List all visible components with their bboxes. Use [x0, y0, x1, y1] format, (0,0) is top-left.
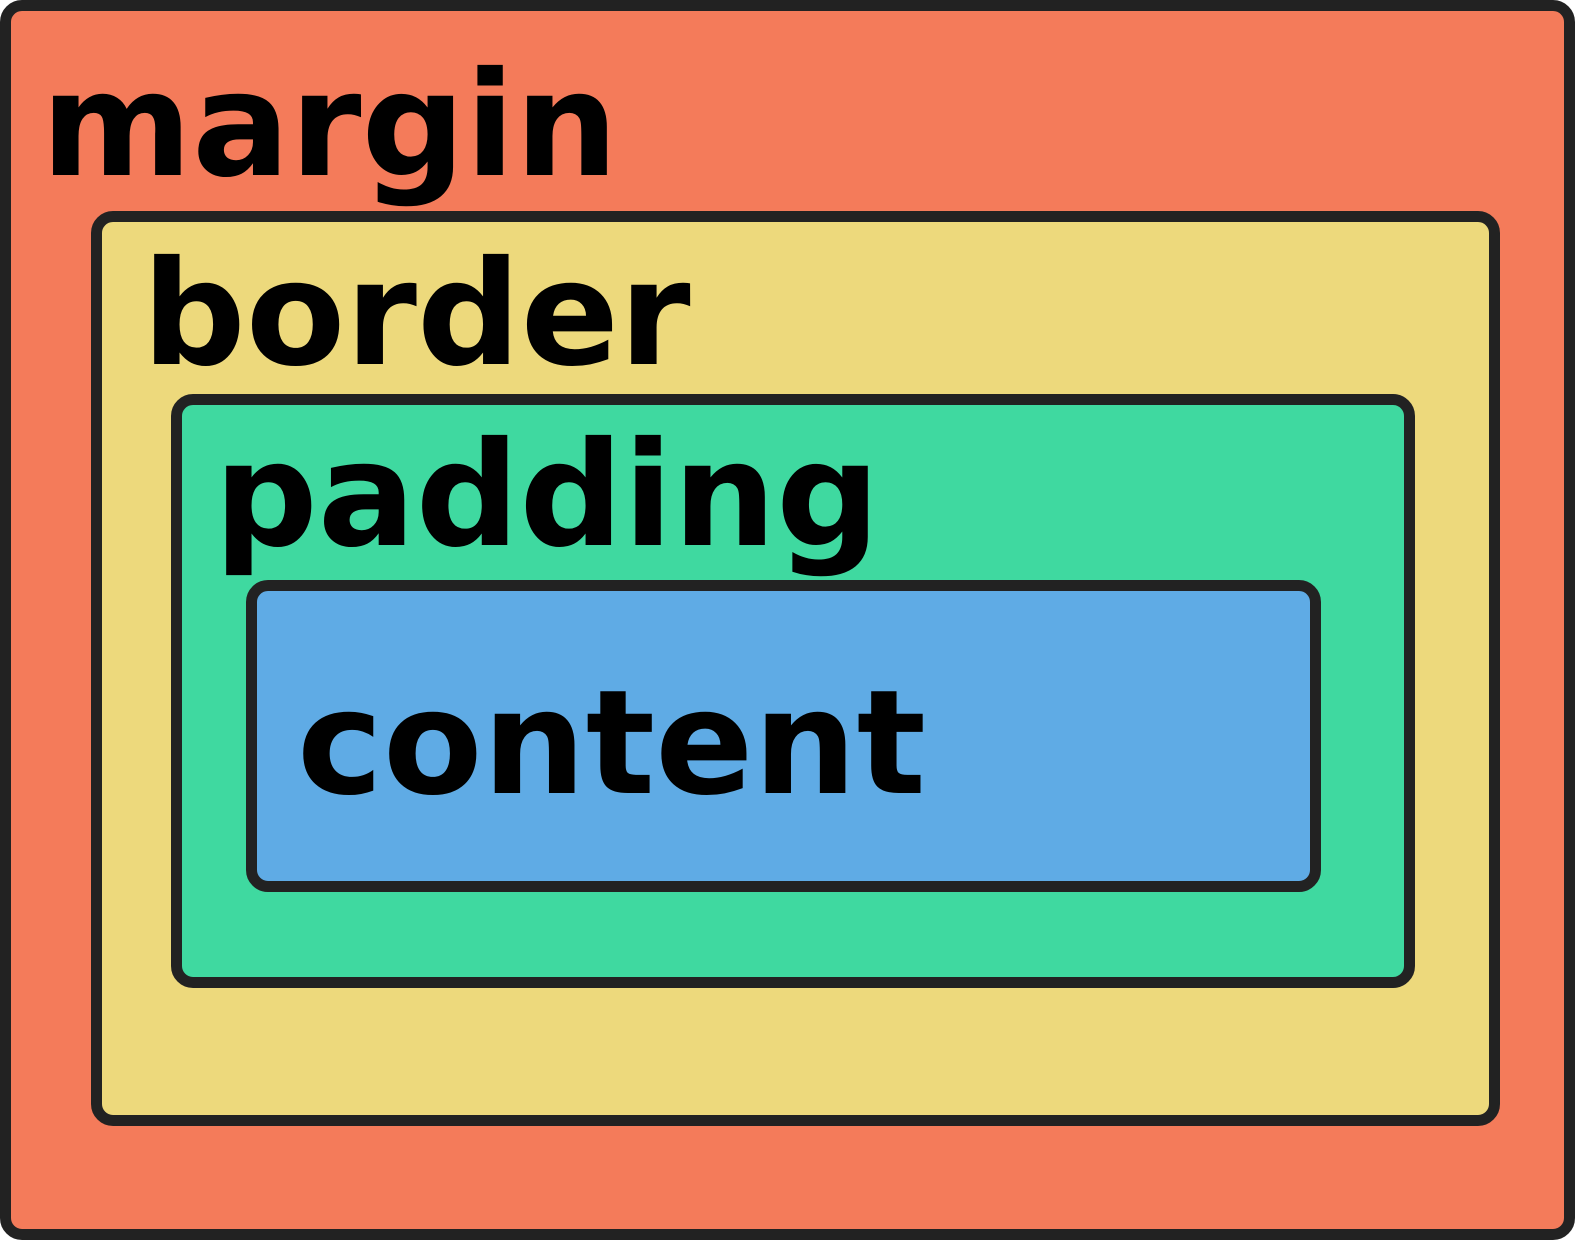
- content-label: content: [297, 659, 926, 828]
- border-label: border: [142, 230, 691, 399]
- content-box: content: [246, 580, 1321, 892]
- padding-label: padding: [214, 411, 880, 580]
- margin-label: margin: [41, 41, 619, 210]
